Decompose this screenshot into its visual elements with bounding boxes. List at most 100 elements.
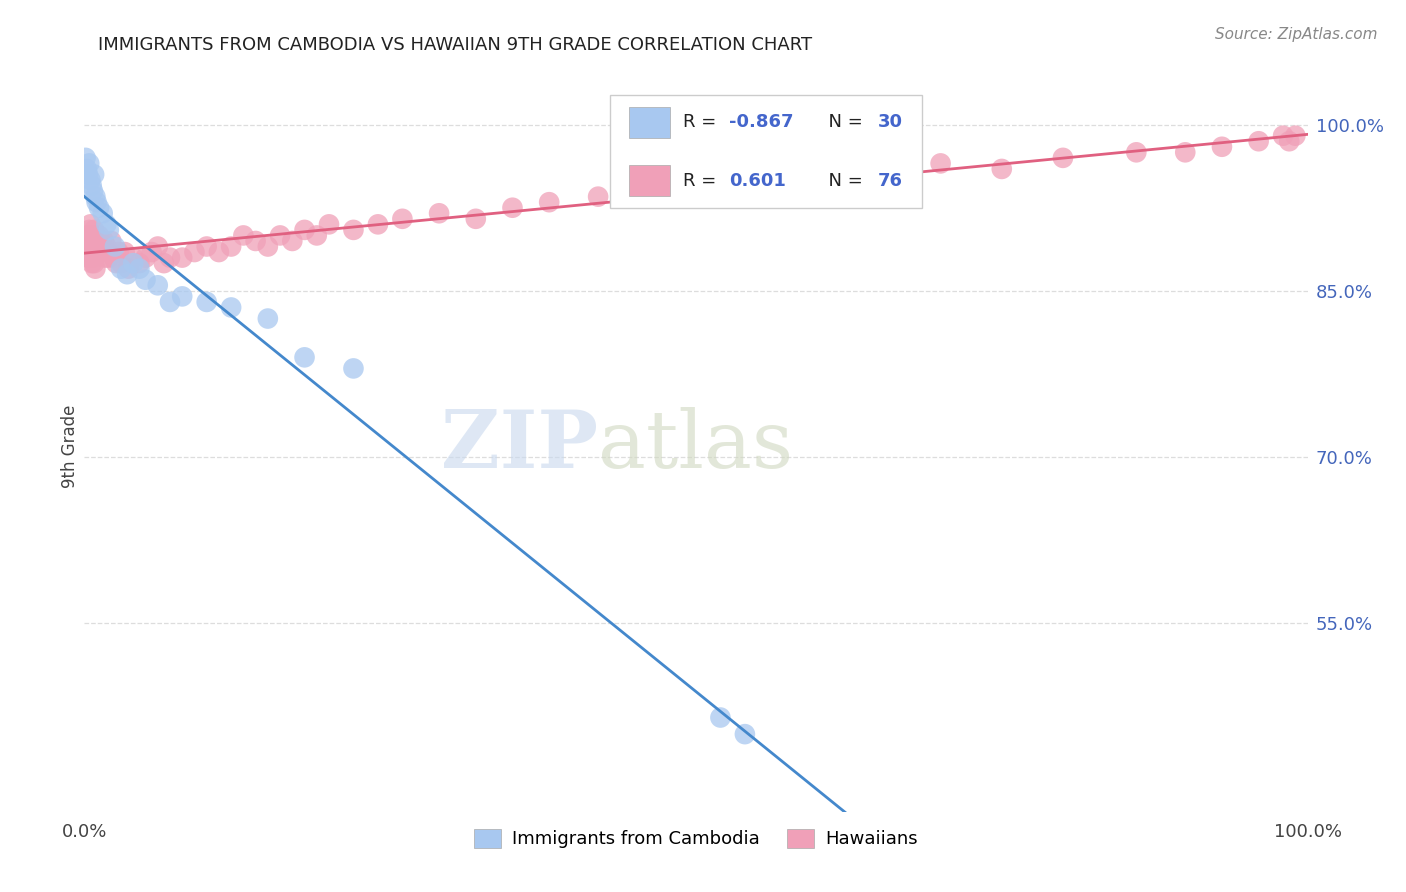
Point: [87, 234, 110, 248]
Point: [709, 710, 731, 724]
Text: 30: 30: [879, 113, 903, 131]
Point: [79, 218, 101, 232]
Point: [135, 273, 157, 287]
Point: [1272, 128, 1295, 143]
Point: [89, 245, 111, 260]
Point: [153, 256, 176, 270]
Point: [1247, 134, 1270, 148]
Point: [84, 261, 107, 276]
Point: [991, 161, 1014, 176]
Point: [1125, 145, 1147, 160]
Point: [1174, 145, 1197, 160]
FancyBboxPatch shape: [628, 165, 671, 196]
Point: [84, 234, 107, 248]
Point: [367, 218, 389, 232]
Point: [110, 256, 132, 270]
Point: [77, 251, 100, 265]
Point: [77, 228, 100, 243]
Point: [110, 261, 132, 276]
Point: [636, 184, 658, 198]
Point: [114, 245, 136, 260]
Point: [172, 289, 194, 303]
Point: [86, 195, 108, 210]
Point: [1052, 151, 1074, 165]
Point: [128, 261, 150, 276]
Point: [538, 195, 561, 210]
Point: [105, 256, 128, 270]
Point: [281, 234, 304, 248]
Point: [80, 178, 103, 193]
Point: [219, 301, 242, 315]
Point: [257, 239, 280, 253]
Point: [97, 223, 120, 237]
Point: [183, 245, 205, 260]
Point: [87, 228, 110, 243]
Point: [82, 228, 104, 243]
Y-axis label: 9th Grade: 9th Grade: [60, 404, 79, 488]
Point: [91, 206, 114, 220]
Point: [122, 251, 145, 265]
Text: atlas: atlas: [598, 407, 793, 485]
FancyBboxPatch shape: [610, 95, 922, 209]
Point: [107, 245, 129, 260]
Point: [94, 251, 117, 265]
Point: [141, 245, 163, 260]
Point: [159, 294, 181, 309]
Point: [929, 156, 952, 170]
Point: [90, 234, 112, 248]
Point: [122, 256, 145, 270]
Point: [79, 245, 101, 260]
Text: -0.867: -0.867: [728, 113, 793, 131]
Text: ZIP: ZIP: [441, 407, 598, 485]
Point: [586, 189, 609, 203]
Text: R =: R =: [682, 113, 721, 131]
Point: [427, 206, 450, 220]
Legend: Immigrants from Cambodia, Hawaiians: Immigrants from Cambodia, Hawaiians: [470, 823, 922, 854]
Text: Source: ZipAtlas.com: Source: ZipAtlas.com: [1215, 27, 1378, 42]
Point: [305, 228, 328, 243]
Text: 76: 76: [879, 172, 903, 190]
Point: [318, 218, 340, 232]
Point: [208, 245, 231, 260]
Point: [104, 239, 127, 253]
Point: [77, 223, 100, 237]
Point: [294, 223, 316, 237]
Point: [342, 223, 364, 237]
Text: N =: N =: [817, 113, 869, 131]
Point: [76, 161, 98, 176]
Point: [96, 218, 118, 232]
Point: [128, 256, 150, 270]
Point: [83, 256, 105, 270]
Point: [195, 294, 218, 309]
Point: [79, 173, 101, 187]
Point: [232, 228, 254, 243]
Point: [103, 251, 125, 265]
Point: [159, 251, 181, 265]
FancyBboxPatch shape: [628, 107, 671, 137]
Point: [747, 173, 769, 187]
Point: [734, 727, 756, 741]
Text: R =: R =: [682, 172, 721, 190]
Point: [294, 351, 316, 365]
Point: [80, 256, 103, 270]
Point: [91, 239, 114, 253]
Point: [83, 168, 105, 182]
Point: [86, 239, 108, 253]
Point: [245, 234, 267, 248]
Point: [84, 189, 107, 203]
Point: [83, 223, 105, 237]
Point: [502, 201, 524, 215]
Point: [1284, 128, 1306, 143]
Point: [1278, 134, 1301, 148]
Point: [96, 239, 118, 253]
Point: [82, 251, 104, 265]
Point: [80, 234, 103, 248]
Point: [87, 201, 110, 215]
Text: N =: N =: [817, 172, 869, 190]
Point: [100, 234, 122, 248]
Point: [77, 168, 100, 182]
Point: [76, 234, 98, 248]
Point: [464, 211, 486, 226]
Point: [219, 239, 242, 253]
Point: [115, 267, 138, 281]
